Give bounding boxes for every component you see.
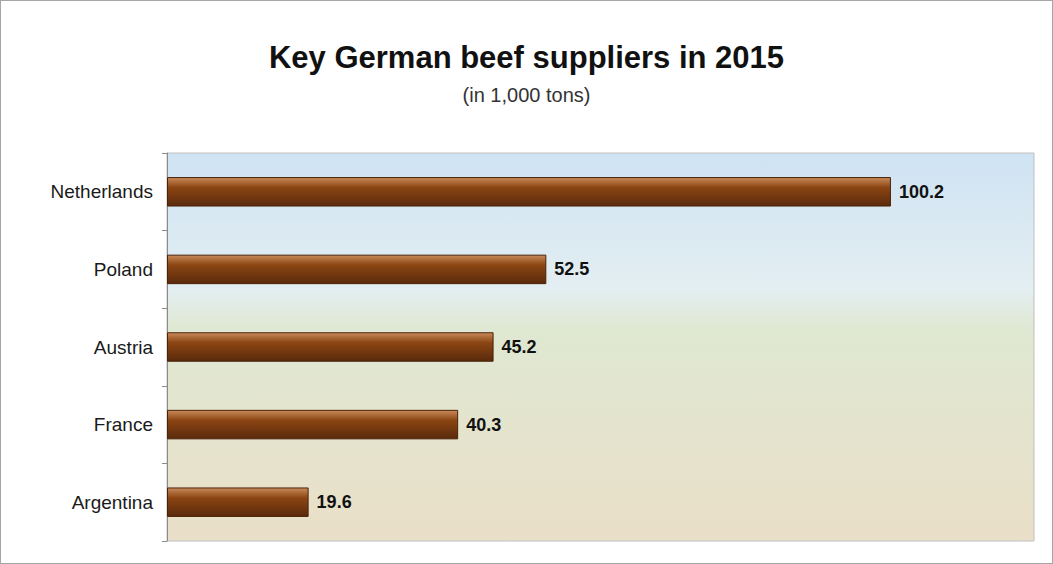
svg-text:Key German beef suppliers in 2: Key German beef suppliers in 2015 [269, 40, 784, 75]
svg-text:Austria: Austria [94, 337, 154, 358]
svg-text:52.5: 52.5 [554, 259, 589, 279]
svg-text:(in 1,000 tons): (in 1,000 tons) [463, 84, 591, 106]
svg-text:Netherlands: Netherlands [51, 181, 153, 202]
svg-text:Argentina: Argentina [72, 492, 154, 513]
svg-text:45.2: 45.2 [502, 337, 537, 357]
svg-text:100.2: 100.2 [899, 182, 944, 202]
svg-text:France: France [94, 414, 153, 435]
svg-text:Poland: Poland [94, 259, 153, 280]
svg-text:19.6: 19.6 [317, 492, 352, 512]
svg-text:40.3: 40.3 [466, 415, 501, 435]
